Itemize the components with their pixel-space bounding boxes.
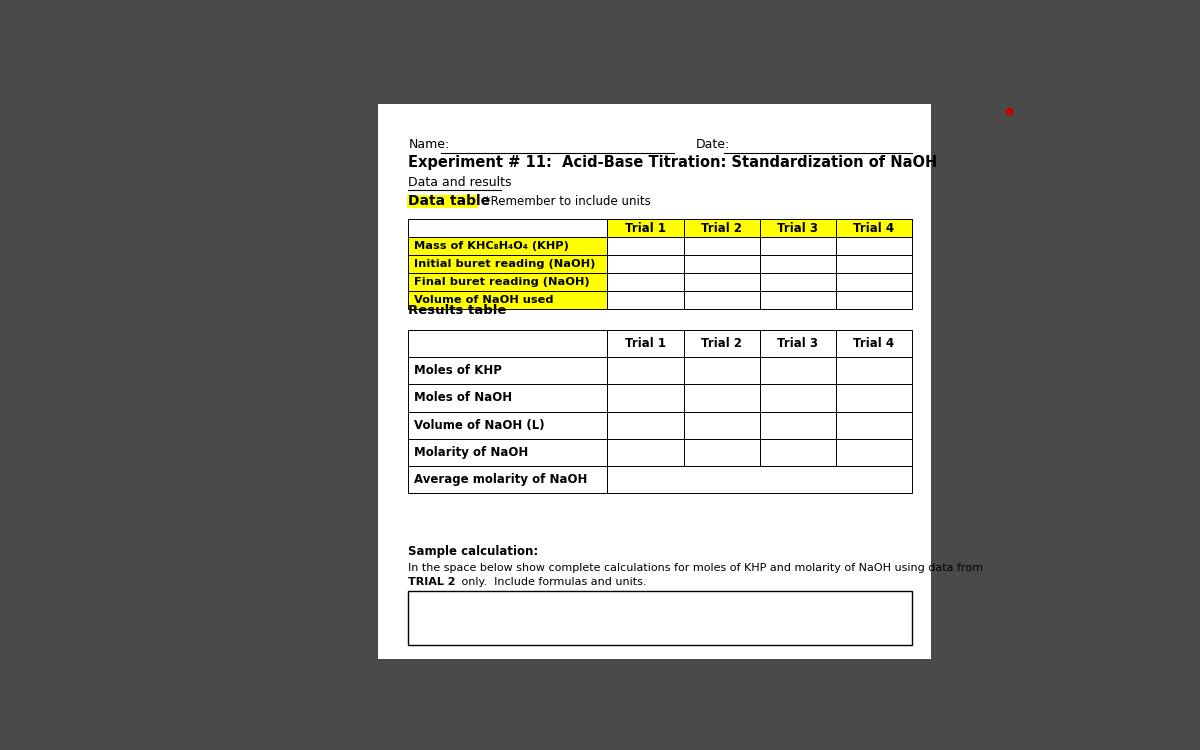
Text: Final buret reading (NaOH): Final buret reading (NaOH): [414, 277, 589, 286]
FancyBboxPatch shape: [684, 255, 760, 273]
Text: Volume of NaOH (L): Volume of NaOH (L): [414, 419, 545, 431]
Text: Moles of NaOH: Moles of NaOH: [414, 392, 512, 404]
Text: Trial 2: Trial 2: [701, 338, 742, 350]
FancyBboxPatch shape: [760, 412, 835, 439]
FancyBboxPatch shape: [835, 255, 912, 273]
Text: TRIAL 2: TRIAL 2: [408, 577, 456, 586]
FancyBboxPatch shape: [684, 357, 760, 384]
FancyBboxPatch shape: [835, 330, 912, 357]
FancyBboxPatch shape: [408, 439, 607, 466]
Text: Molarity of NaOH: Molarity of NaOH: [414, 446, 528, 459]
FancyBboxPatch shape: [835, 439, 912, 466]
FancyBboxPatch shape: [607, 357, 684, 384]
FancyBboxPatch shape: [607, 219, 912, 237]
FancyBboxPatch shape: [407, 195, 478, 208]
FancyBboxPatch shape: [408, 357, 607, 384]
Text: Trial 3: Trial 3: [778, 222, 818, 235]
FancyBboxPatch shape: [760, 255, 835, 273]
FancyBboxPatch shape: [684, 237, 760, 255]
FancyBboxPatch shape: [760, 439, 835, 466]
FancyBboxPatch shape: [607, 466, 912, 493]
Text: Average molarity of NaOH: Average molarity of NaOH: [414, 472, 587, 486]
FancyBboxPatch shape: [408, 237, 607, 255]
FancyBboxPatch shape: [408, 412, 607, 439]
FancyBboxPatch shape: [607, 384, 684, 412]
Text: Volume of NaOH used: Volume of NaOH used: [414, 295, 553, 304]
Text: Initial buret reading (NaOH): Initial buret reading (NaOH): [414, 259, 595, 269]
FancyBboxPatch shape: [835, 273, 912, 291]
Text: Date:: Date:: [696, 138, 731, 151]
FancyBboxPatch shape: [607, 291, 684, 309]
FancyBboxPatch shape: [607, 412, 684, 439]
Text: Experiment # 11:  Acid-Base Titration: Standardization of NaOH: Experiment # 11: Acid-Base Titration: St…: [408, 154, 937, 170]
FancyBboxPatch shape: [760, 384, 835, 412]
FancyBboxPatch shape: [760, 273, 835, 291]
Text: Name:: Name:: [408, 138, 450, 151]
Text: only.  Include formulas and units.: only. Include formulas and units.: [457, 577, 646, 586]
Text: Trial 1: Trial 1: [625, 338, 666, 350]
FancyBboxPatch shape: [684, 273, 760, 291]
FancyBboxPatch shape: [408, 219, 607, 237]
FancyBboxPatch shape: [684, 384, 760, 412]
Text: Trial 2: Trial 2: [701, 222, 742, 235]
FancyBboxPatch shape: [684, 330, 760, 357]
FancyBboxPatch shape: [408, 330, 607, 357]
FancyBboxPatch shape: [835, 412, 912, 439]
FancyBboxPatch shape: [408, 466, 607, 493]
FancyBboxPatch shape: [408, 291, 607, 309]
Text: In the space below show complete calculations for moles of KHP and molarity of N: In the space below show complete calcula…: [408, 563, 983, 573]
Text: Moles of KHP: Moles of KHP: [414, 364, 502, 377]
Text: Trial 4: Trial 4: [853, 338, 894, 350]
FancyBboxPatch shape: [760, 330, 835, 357]
Text: Mass of KHC₈H₄O₄ (KHP): Mass of KHC₈H₄O₄ (KHP): [414, 241, 569, 251]
FancyBboxPatch shape: [760, 357, 835, 384]
Text: *Remember to include units: *Remember to include units: [481, 194, 650, 208]
FancyBboxPatch shape: [408, 255, 607, 273]
FancyBboxPatch shape: [607, 439, 684, 466]
FancyBboxPatch shape: [607, 273, 684, 291]
FancyBboxPatch shape: [607, 237, 684, 255]
FancyBboxPatch shape: [835, 291, 912, 309]
FancyBboxPatch shape: [835, 384, 912, 412]
FancyBboxPatch shape: [684, 291, 760, 309]
FancyBboxPatch shape: [408, 591, 912, 645]
Text: Trial 1: Trial 1: [625, 222, 666, 235]
Text: Data table: Data table: [408, 194, 491, 208]
FancyBboxPatch shape: [378, 104, 931, 658]
FancyBboxPatch shape: [607, 255, 684, 273]
Text: Trial 4: Trial 4: [853, 222, 894, 235]
FancyBboxPatch shape: [835, 357, 912, 384]
FancyBboxPatch shape: [760, 291, 835, 309]
Text: Sample calculation:: Sample calculation:: [408, 545, 539, 558]
FancyBboxPatch shape: [408, 273, 607, 291]
Text: Data and results: Data and results: [408, 176, 511, 189]
FancyBboxPatch shape: [835, 237, 912, 255]
Text: Results table: Results table: [408, 304, 506, 316]
FancyBboxPatch shape: [607, 330, 684, 357]
FancyBboxPatch shape: [684, 439, 760, 466]
Text: Trial 3: Trial 3: [778, 338, 818, 350]
FancyBboxPatch shape: [408, 384, 607, 412]
FancyBboxPatch shape: [760, 237, 835, 255]
FancyBboxPatch shape: [684, 412, 760, 439]
